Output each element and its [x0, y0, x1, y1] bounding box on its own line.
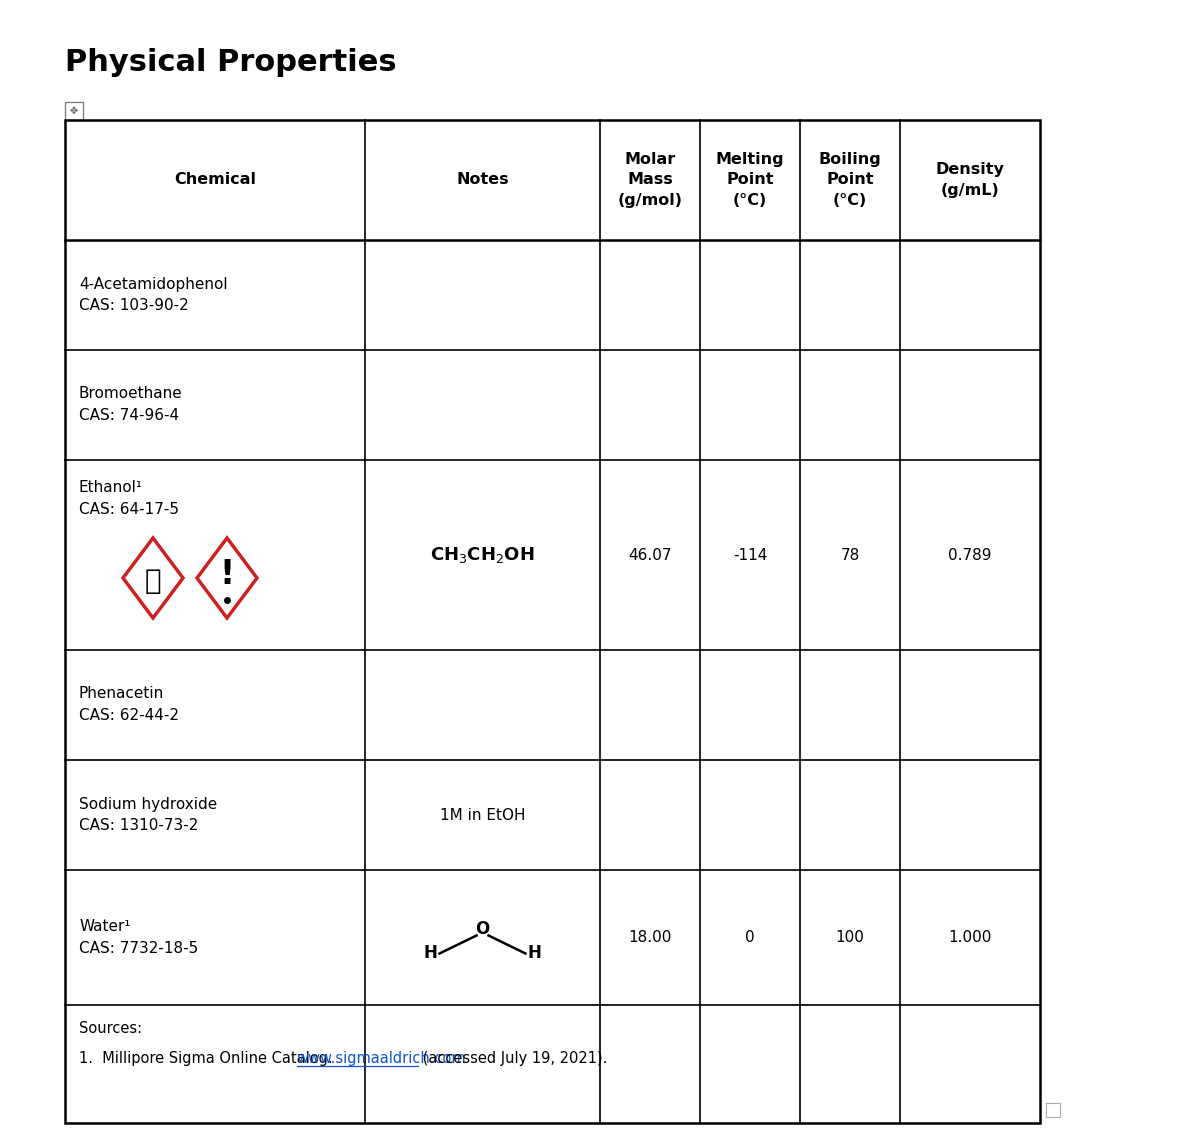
Text: CAS: 7732-18-5: CAS: 7732-18-5 [79, 941, 198, 956]
Text: 78: 78 [841, 548, 860, 563]
Text: H: H [423, 944, 438, 963]
Text: Phenacetin: Phenacetin [79, 686, 164, 701]
Bar [65, 120, 1040, 1123]
Text: Bromoethane: Bromoethane [79, 386, 183, 401]
Text: Ethanol¹: Ethanol¹ [79, 480, 144, 495]
Text: CAS: 103-90-2: CAS: 103-90-2 [79, 298, 189, 314]
Text: Molar
Mass
(g/mol): Molar Mass (g/mol) [618, 152, 682, 207]
Text: 1.  Millipore Sigma Online Catalog.: 1. Millipore Sigma Online Catalog. [79, 1051, 337, 1066]
Text: CAS: 64-17-5: CAS: 64-17-5 [79, 502, 179, 518]
Text: Notes: Notes [457, 173, 509, 188]
Text: 1M in EtOH: 1M in EtOH [440, 808, 525, 823]
Text: CAS: 74-96-4: CAS: 74-96-4 [79, 408, 179, 424]
Text: O: O [476, 920, 490, 939]
Text: Melting
Point
(°C): Melting Point (°C) [715, 152, 784, 207]
Text: 4-Acetamidophenol: 4-Acetamidophenol [79, 276, 228, 291]
Text: 100: 100 [836, 931, 865, 945]
Text: CH$_3$CH$_2$OH: CH$_3$CH$_2$OH [431, 545, 535, 565]
Text: H: H [528, 944, 542, 963]
Bar [1046, 1102, 1060, 1117]
Text: Physical Properties: Physical Properties [65, 48, 396, 77]
Text: www.sigmaaldrich.com: www.sigmaaldrich.com [296, 1051, 466, 1066]
Text: Sodium hydroxide: Sodium hydroxide [79, 796, 217, 811]
Text: Density
(g/mL): Density (g/mL) [936, 163, 1005, 198]
Text: Sources:: Sources: [79, 1021, 142, 1036]
Text: 🔥: 🔥 [145, 567, 161, 595]
Text: (accessed July 19, 2021).: (accessed July 19, 2021). [417, 1051, 607, 1066]
Text: 1.000: 1.000 [949, 931, 991, 945]
Text: Boiling
Point
(°C): Boiling Point (°C) [818, 152, 881, 207]
Text: ✥: ✥ [70, 105, 78, 116]
Text: !: ! [219, 557, 235, 590]
Text: CAS: 1310-73-2: CAS: 1310-73-2 [79, 818, 198, 833]
Polygon shape [197, 537, 257, 618]
Text: Water¹: Water¹ [79, 919, 130, 934]
Text: 46.07: 46.07 [629, 548, 671, 563]
Bar [65, 102, 83, 120]
Text: CAS: 62-44-2: CAS: 62-44-2 [79, 708, 179, 723]
Text: Chemical: Chemical [174, 173, 256, 188]
Polygon shape [123, 537, 183, 618]
Text: -114: -114 [733, 548, 767, 563]
Text: 0.789: 0.789 [949, 548, 991, 563]
Text: 0: 0 [745, 931, 754, 945]
Text: 18.00: 18.00 [629, 931, 671, 945]
